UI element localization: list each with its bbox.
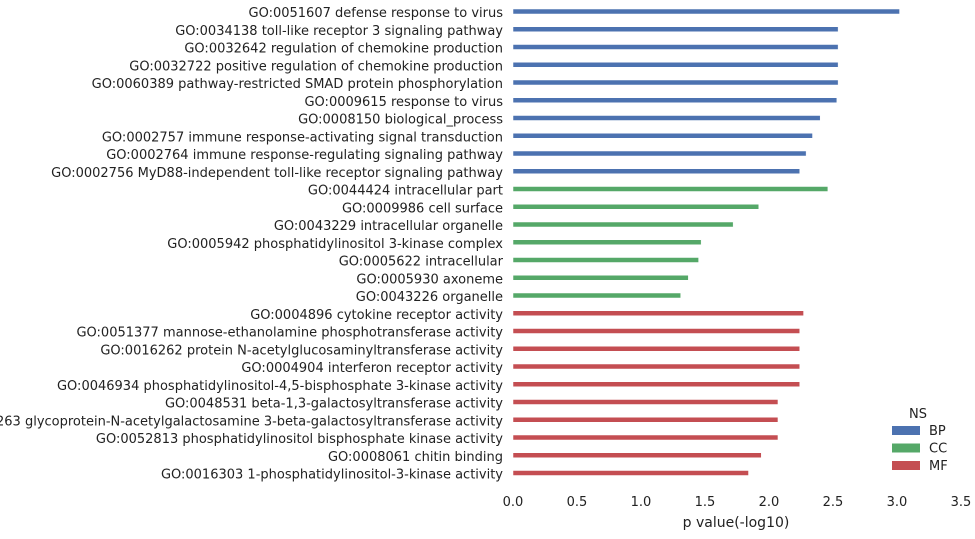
x-tick-label: 1.0 — [631, 495, 652, 510]
category-labels-layer: GO:0051607 defense response to virus GO:0… — [0, 6, 504, 483]
bar-bp-0 — [512, 8, 900, 15]
category-label: GO:0043229 intracellular organelle — [274, 219, 503, 234]
category-label: GO:0016262 protein N-acetylglucosaminylt… — [100, 343, 503, 358]
bar-cc-13 — [512, 239, 702, 245]
bar-bp-9 — [512, 168, 800, 174]
x-tick-label: 0.5 — [567, 495, 588, 510]
bar-bp-1 — [512, 26, 839, 32]
bar-mf-17 — [512, 310, 804, 316]
category-label: GO:0016303 1-phosphatidylinositol-3-kina… — [161, 468, 503, 483]
bar-mf-21 — [512, 381, 800, 387]
category-label: GO:0008061 chitin binding — [328, 450, 503, 465]
bar-cc-16 — [512, 292, 681, 299]
category-label: GO:0032642 regulation of chemokine produ… — [184, 42, 503, 57]
category-label: GO:0009986 cell surface — [342, 201, 503, 216]
category-label: GO:0005942 phosphatidylinositol 3-kinase… — [167, 237, 503, 252]
x-tick-label: 1.5 — [695, 495, 716, 510]
category-label: GO:0044424 intracellular part — [308, 184, 503, 199]
category-label: GO:0002757 immune response-activating si… — [102, 130, 503, 145]
bar-bp-5 — [512, 97, 838, 103]
bar-bp-4 — [512, 79, 839, 86]
category-label: GO:0016263 glycoprotein-N-acetylgalactos… — [0, 414, 503, 429]
bar-bp-3 — [512, 62, 839, 68]
legend-title: NS — [909, 407, 927, 422]
bar-mf-20 — [512, 363, 800, 370]
category-label: GO:0046934 phosphatidylinositol-4,5-bisp… — [57, 379, 503, 394]
category-label: GO:0051607 defense response to virus — [249, 6, 504, 21]
legend-label-mf: MF — [929, 459, 948, 474]
category-label: GO:0002764 immune response-regulating si… — [106, 148, 503, 163]
bar-cc-15 — [512, 275, 689, 281]
category-label: GO:0002756 MyD88-independent toll-like r… — [51, 166, 503, 181]
category-label: GO:0048531 beta-1,3-galactosyltransferas… — [165, 397, 503, 412]
category-label: GO:0051377 mannose-ethanolamine phosphot… — [76, 326, 503, 341]
x-tick-label: 2.0 — [759, 495, 780, 510]
category-label: GO:0034138 toll-like receptor 3 signalin… — [175, 24, 503, 39]
bar-cc-10 — [512, 186, 829, 192]
category-label: GO:0005930 axoneme — [356, 272, 503, 287]
bar-cc-14 — [512, 257, 699, 263]
legend-label-bp: BP — [929, 424, 946, 439]
bar-mf-23 — [512, 417, 779, 423]
bars-layer — [512, 8, 900, 476]
category-label: GO:0004896 cytokine receptor activity — [250, 308, 503, 323]
bar-bp-7 — [512, 133, 813, 139]
legend: NS BP CC MF — [892, 407, 948, 474]
x-tick-labels-layer: 0.0 0.5 1.0 1.5 2.0 2.5 3.0 3.5 — [503, 495, 972, 510]
legend-swatch-cc — [892, 443, 920, 453]
x-tick-label: 3.0 — [887, 495, 908, 510]
category-label: GO:0009615 response to virus — [304, 95, 503, 110]
legend-swatch-bp — [892, 426, 920, 435]
bar-mf-25 — [512, 452, 762, 458]
category-label: GO:0032722 positive regulation of chemok… — [129, 59, 503, 74]
x-axis-label: p value(-log10) — [683, 515, 790, 531]
category-label: GO:0043226 organelle — [356, 290, 503, 305]
x-tick-label: 3.5 — [951, 495, 972, 510]
bar-cc-11 — [512, 204, 760, 210]
bar-bp-2 — [512, 44, 839, 50]
bar-mf-24 — [512, 434, 779, 441]
category-label: GO:0008150 biological_process — [298, 113, 503, 128]
x-tick-label: 2.5 — [823, 495, 844, 510]
legend-label-cc: CC — [929, 442, 947, 457]
bar-cc-12 — [512, 221, 734, 228]
category-label: GO:0060389 pathway-restricted SMAD prote… — [92, 77, 503, 92]
bar-bp-6 — [512, 115, 821, 121]
bar-bp-8 — [512, 150, 807, 157]
x-tick-label: 0.0 — [503, 495, 524, 510]
category-label: GO:0005622 intracellular — [339, 255, 504, 270]
bar-mf-18 — [512, 328, 800, 334]
legend-swatch-mf — [892, 461, 920, 470]
category-label: GO:0004904 interferon receptor activity — [241, 361, 503, 376]
category-label: GO:0052813 phosphatidylinositol bisphosp… — [96, 432, 503, 447]
bar-mf-22 — [512, 399, 779, 405]
bar-mf-26 — [512, 470, 749, 476]
bar-mf-19 — [512, 346, 800, 352]
